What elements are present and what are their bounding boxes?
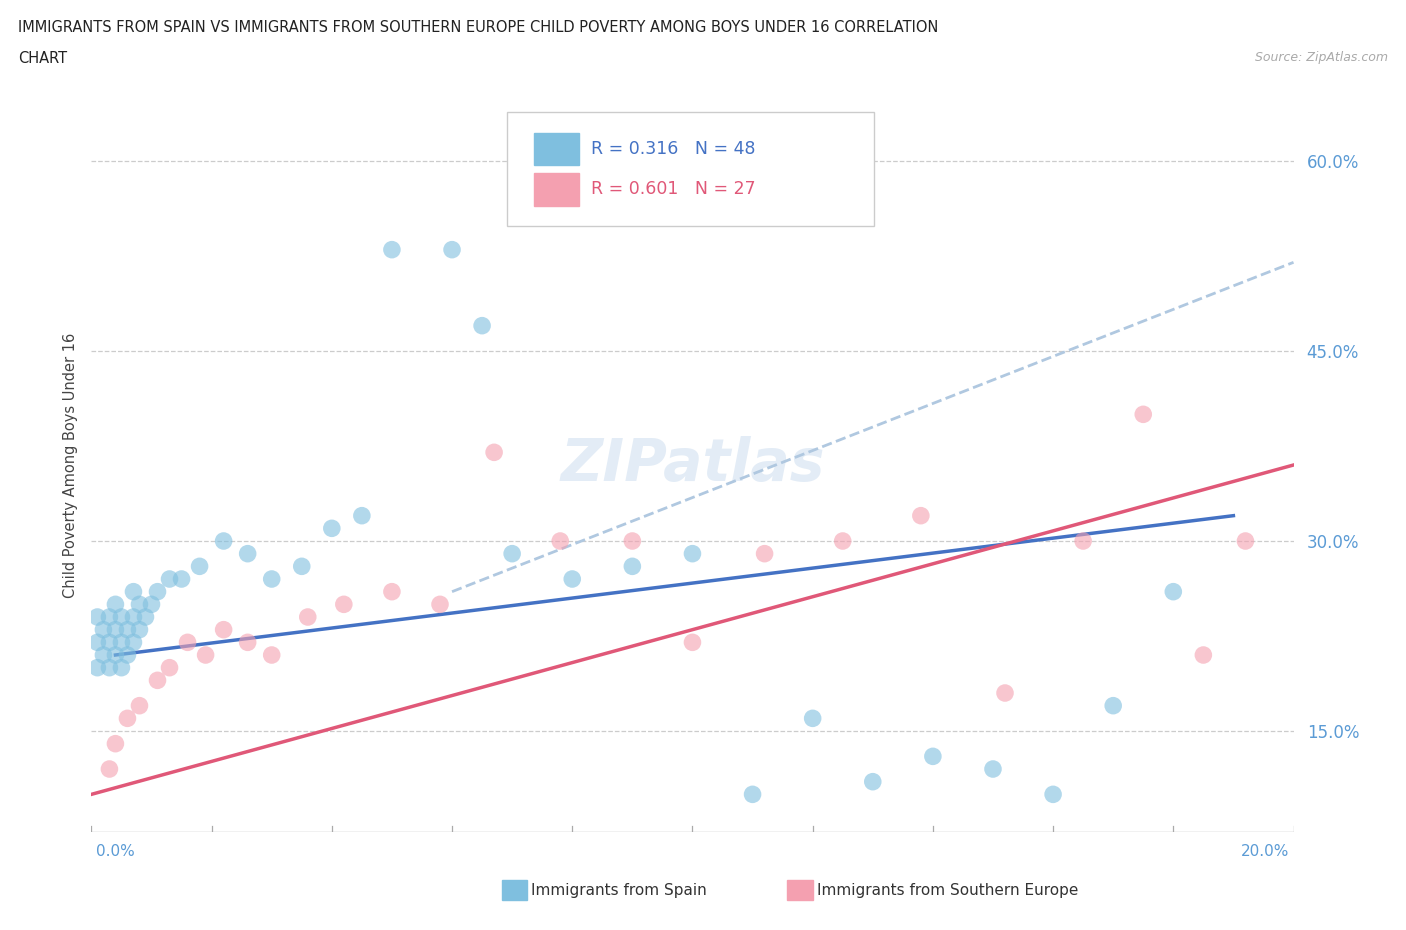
Point [122,609,145,624]
Point [994,685,1017,700]
Point [128,622,150,637]
Point [297,609,319,624]
Point [110,609,132,624]
Point [754,546,776,561]
Point [117,647,139,662]
Point [104,737,127,751]
Point [741,787,763,802]
Point [260,572,283,587]
Point [98,762,121,777]
Point [122,635,145,650]
Point [122,584,145,599]
Point [350,508,373,523]
Point [1234,534,1257,549]
Point [159,660,181,675]
Point [801,711,824,725]
Point [1042,787,1064,802]
Point [104,622,127,637]
Point [110,660,132,675]
Point [212,622,235,637]
Point [86,609,108,624]
Point [86,635,108,650]
Point [134,609,156,624]
Point [981,762,1004,777]
Text: Immigrants from Spain: Immigrants from Spain [531,883,707,897]
Point [176,635,198,650]
Point [1161,584,1184,599]
Point [501,546,523,561]
Point [117,622,139,637]
Point [1071,534,1094,549]
Point [471,318,494,333]
Text: 0.0%: 0.0% [96,844,135,859]
Text: Source: ZipAtlas.com: Source: ZipAtlas.com [1254,51,1388,64]
Point [117,711,139,725]
Bar [534,133,579,166]
Text: R = 0.601   N = 27: R = 0.601 N = 27 [592,180,756,198]
Point [188,559,211,574]
Point [561,572,583,587]
Bar [534,173,579,206]
Point [1132,407,1154,422]
Point [548,534,571,549]
Point [621,559,644,574]
Point [236,635,259,650]
Point [291,559,314,574]
Point [170,572,193,587]
Point [212,534,235,549]
Text: CHART: CHART [18,51,67,66]
Point [831,534,853,549]
Point [333,597,356,612]
Text: IMMIGRANTS FROM SPAIN VS IMMIGRANTS FROM SOUTHERN EUROPE CHILD POVERTY AMONG BOY: IMMIGRANTS FROM SPAIN VS IMMIGRANTS FROM… [18,20,939,35]
Point [159,572,181,587]
Point [141,597,163,612]
Point [381,242,404,257]
Text: R = 0.316   N = 48: R = 0.316 N = 48 [592,140,756,158]
Point [93,647,115,662]
Point [681,546,703,561]
Point [98,609,121,624]
Point [681,635,703,650]
Text: ZIPatlas: ZIPatlas [560,436,825,494]
Point [98,660,121,675]
Text: 20.0%: 20.0% [1241,844,1289,859]
Point [93,622,115,637]
Point [1102,698,1125,713]
Text: Immigrants from Southern Europe: Immigrants from Southern Europe [817,883,1078,897]
Point [128,597,150,612]
Point [260,647,283,662]
Point [482,445,505,459]
Point [922,749,945,764]
Point [321,521,343,536]
Point [440,242,463,257]
Point [104,597,127,612]
Point [429,597,451,612]
Point [862,775,884,790]
Point [910,508,932,523]
Point [128,698,150,713]
Point [236,546,259,561]
Point [146,673,169,688]
Point [146,584,169,599]
Point [86,660,108,675]
Point [381,584,404,599]
Y-axis label: Child Poverty Among Boys Under 16: Child Poverty Among Boys Under 16 [62,332,77,598]
Point [98,635,121,650]
FancyBboxPatch shape [508,113,875,226]
Point [621,534,644,549]
Point [104,647,127,662]
Point [194,647,217,662]
Point [1192,647,1215,662]
Point [110,635,132,650]
